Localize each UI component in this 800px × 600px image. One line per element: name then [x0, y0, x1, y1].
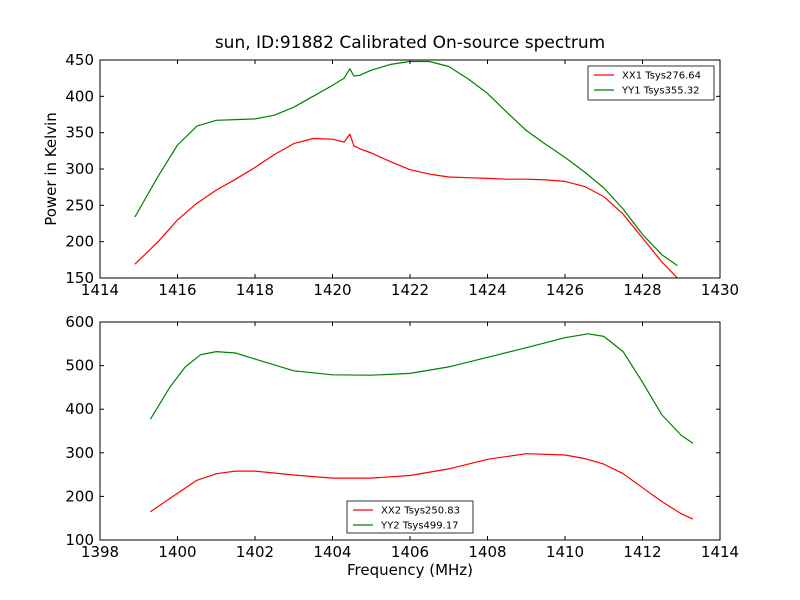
x-tick-label: 1410	[546, 543, 584, 561]
x-tick-label: 1420	[313, 281, 351, 299]
legend-box	[346, 500, 474, 534]
y-tick-label: 300	[65, 444, 94, 462]
x-tick-label: 1422	[391, 281, 429, 299]
x-tick-label: 1414	[701, 543, 739, 561]
x-tick-label: 1414	[81, 281, 119, 299]
x-tick-label: 1398	[81, 543, 119, 561]
y-tick-label: 400	[65, 400, 94, 418]
x-tick-label: 1426	[546, 281, 584, 299]
legend: XX1 Tsys276.64 YY1 Tsys355.32	[587, 65, 715, 101]
x-tick-label: 1418	[236, 281, 274, 299]
legend-label: XX2 Tsys250.83	[381, 506, 460, 517]
x-tick-label: 1416	[158, 281, 196, 299]
bottom-chart: 1398 1400 1402 1404 1406 1408 1410 1412 1414 100 2…	[65, 313, 739, 561]
top-chart: 1414 1416 1418 1420 1422 1424 1426 1428 1430 150 2…	[65, 51, 739, 299]
x-tick-label: 1430	[701, 281, 739, 299]
legend-box	[587, 65, 715, 101]
series-group	[149, 333, 694, 520]
x-tick-label: 1402	[236, 543, 274, 561]
y-tick-label: 500	[65, 357, 94, 375]
y-tick-label: 400	[65, 87, 94, 105]
x-axis-label: Frequency (MHz)	[346, 561, 474, 579]
x-tick-label: 1424	[468, 281, 506, 299]
y-tick-label: 600	[65, 313, 94, 331]
series-line-xx1	[134, 133, 678, 278]
y-axis-label: Power in Kelvin	[42, 112, 60, 226]
y-tick-label: 100	[65, 531, 94, 549]
y-tick-label: 200	[65, 233, 94, 251]
series-group	[134, 60, 678, 278]
series-line-xx2	[150, 453, 694, 520]
x-tick-label: 1400	[158, 543, 196, 561]
x-tick-label: 1404	[313, 543, 351, 561]
legend-label: YY2 Tsys499.17	[380, 521, 459, 532]
y-tick-label: 150	[65, 269, 94, 287]
y-tick-label: 200	[65, 487, 94, 505]
x-tick-label: 1428	[623, 281, 661, 299]
legend: XX2 Tsys250.83 YY2 Tsys499.17	[346, 500, 474, 534]
x-tick-label: 1408	[468, 543, 506, 561]
series-line-yy1	[134, 60, 678, 267]
legend-label: YY1 Tsys355.32	[621, 86, 700, 97]
y-tick-label: 450	[65, 51, 94, 69]
y-tick-label: 250	[65, 196, 94, 214]
legend-label: XX1 Tsys276.64	[622, 71, 701, 82]
series-line-yy2	[149, 333, 694, 444]
y-tick-label: 300	[65, 160, 94, 178]
x-tick-label: 1412	[623, 543, 661, 561]
y-tick-label: 350	[65, 124, 94, 142]
x-tick-label: 1406	[391, 543, 429, 561]
chart-title: sun, ID:91882 Calibrated On-source spect…	[214, 33, 606, 53]
